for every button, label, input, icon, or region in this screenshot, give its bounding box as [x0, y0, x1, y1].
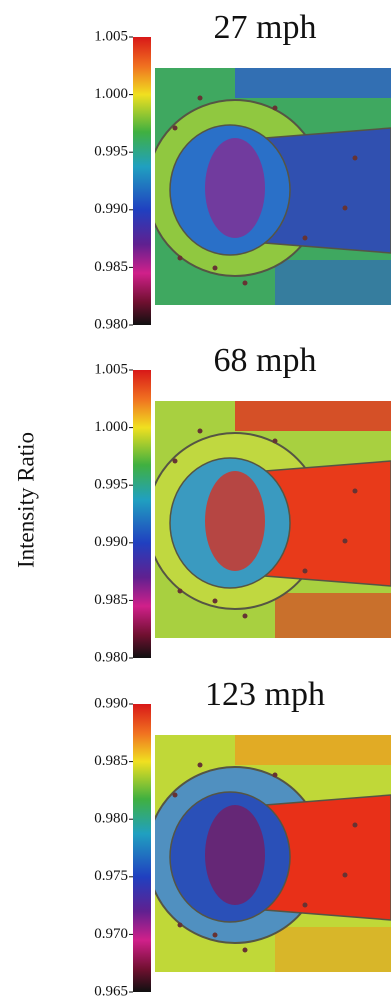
tick-label: 0.980	[94, 649, 128, 665]
marker-dot	[212, 932, 218, 938]
flow-image	[155, 68, 391, 305]
marker-dot	[302, 568, 308, 574]
flow-image	[155, 401, 391, 638]
marker-dot	[352, 155, 358, 161]
tick-label: 1.000	[94, 419, 128, 435]
model-spot	[205, 471, 265, 571]
tick-label: 0.985	[94, 259, 128, 275]
tick-label: 0.990	[94, 695, 128, 711]
colorbar	[133, 370, 151, 658]
marker-dot	[177, 922, 183, 928]
marker-dot	[197, 762, 203, 768]
tick-label: 0.970	[94, 926, 128, 942]
marker-dot	[242, 613, 248, 619]
tick-label: 0.985	[94, 753, 128, 769]
tick-label: 0.980	[94, 316, 128, 332]
colorbar	[133, 37, 151, 325]
image-band	[235, 735, 391, 765]
marker-dot	[272, 772, 278, 778]
y-axis-label: Intensity Ratio	[13, 432, 38, 568]
marker-dot	[172, 125, 178, 131]
tick-label: 0.965	[94, 983, 128, 999]
model-spot	[205, 138, 265, 238]
marker-dot	[172, 458, 178, 464]
tick-label: 1.005	[94, 28, 128, 44]
marker-dot	[212, 598, 218, 604]
panel-title: 68 mph	[214, 342, 317, 379]
panel-title: 27 mph	[214, 9, 317, 46]
marker-dot	[212, 265, 218, 271]
marker-dot	[302, 235, 308, 241]
marker-dot	[172, 792, 178, 798]
tick-label: 0.990	[94, 534, 128, 550]
tick-label: 1.000	[94, 86, 128, 102]
tick-label: 0.975	[94, 868, 128, 884]
marker-dot	[342, 205, 348, 211]
tick-label: 0.980	[94, 811, 128, 827]
marker-dot	[342, 872, 348, 878]
tick-label: 0.995	[94, 477, 128, 493]
image-band	[275, 260, 391, 305]
image-band	[275, 927, 391, 972]
image-band	[235, 401, 391, 431]
tick-label: 1.005	[94, 361, 128, 377]
marker-dot	[302, 902, 308, 908]
marker-dot	[197, 428, 203, 434]
marker-dot	[242, 947, 248, 953]
marker-dot	[342, 538, 348, 544]
marker-dot	[197, 95, 203, 101]
flow-image	[155, 735, 391, 972]
model-spot	[205, 805, 265, 905]
marker-dot	[177, 255, 183, 261]
tick-label: 0.985	[94, 592, 128, 608]
marker-dot	[352, 822, 358, 828]
marker-dot	[177, 588, 183, 594]
tick-label: 0.990	[94, 201, 128, 217]
image-band	[235, 68, 391, 98]
colorbar	[133, 704, 151, 992]
tick-label: 0.995	[94, 144, 128, 160]
panel-title: 123 mph	[205, 676, 325, 713]
marker-dot	[272, 438, 278, 444]
marker-dot	[272, 105, 278, 111]
marker-dot	[352, 488, 358, 494]
image-band	[275, 593, 391, 638]
marker-dot	[242, 280, 248, 286]
